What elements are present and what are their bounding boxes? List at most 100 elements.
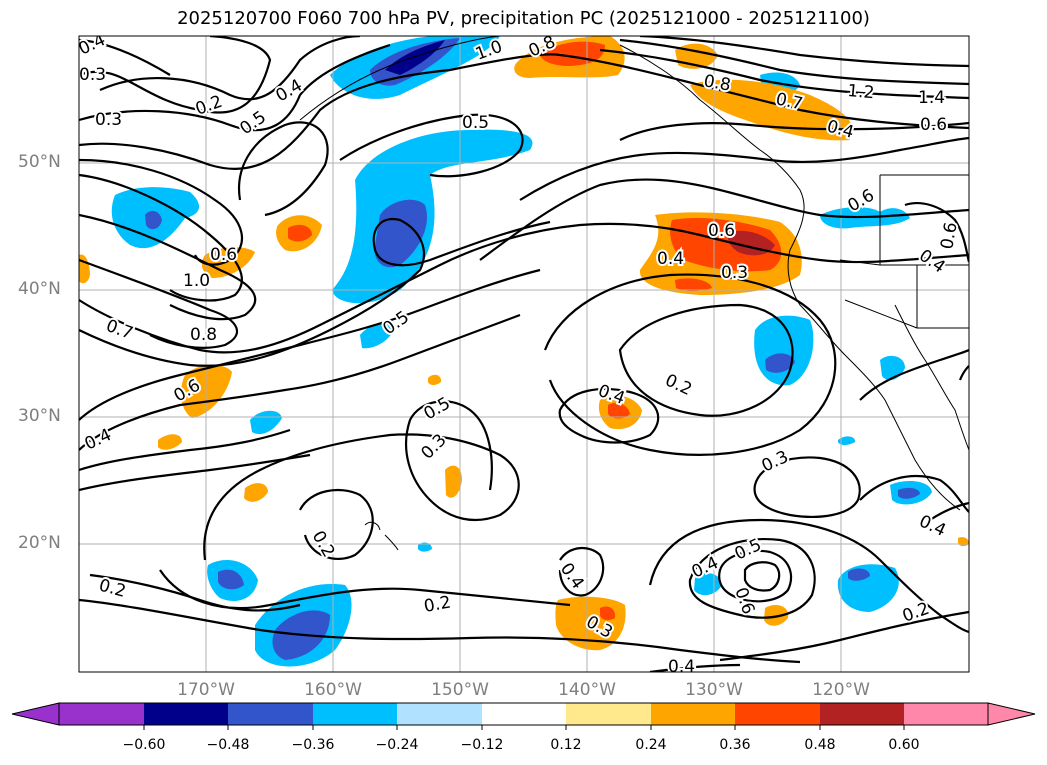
colorbar-segment [735,703,820,725]
precip-patch [385,40,445,75]
contour-label: 0.4 [668,657,695,677]
pv-contour-line [558,547,605,597]
pv-contour-line [203,400,520,561]
contour-label: 0.6 [920,115,947,135]
pv-contour-line [79,158,244,266]
pv-contour-line [753,456,861,518]
colorbar-segment [904,703,988,725]
lon-label: 120°W [812,680,870,700]
colorbar-segment [313,703,397,725]
pv-contour-line [79,213,257,321]
contour-label: 0.6 [708,221,735,241]
pv-contour-line [859,349,969,401]
lon-label: 170°W [177,680,235,700]
lon-label: 130°W [685,680,743,700]
precip-patch [158,434,182,450]
colorbar-tick-label: 0.60 [888,737,920,753]
graticule [79,36,969,672]
precip-patch [690,79,854,141]
colorbar [11,702,1036,730]
lat-label: 30°N [18,406,61,426]
map-title: 2025120700 F060 700 hPa PV, precipitatio… [177,8,870,29]
pv-contour-line [159,569,571,610]
precip-patch [288,224,312,242]
colorbar-segment [651,703,735,725]
pv-contour-line [619,38,969,86]
precip-patch [838,436,856,445]
contour-label: 0.5 [462,113,489,133]
contour-label: 0.3 [79,65,106,85]
map-frame [78,35,970,673]
colorbar-segment [144,703,228,725]
pv-contour-line [339,113,524,178]
pv-contour-line [688,538,816,619]
pv-contour-line [719,610,969,662]
contour-label: 1.4 [918,88,945,108]
precip-patch [764,605,789,626]
precip-patch [145,210,162,230]
pv-contour-line [79,53,969,170]
colorbar-tick-label: −0.24 [375,737,419,753]
pv-contour-line [543,273,837,456]
precip-patch [428,374,442,385]
precip-patch [218,569,244,590]
precip-patch [694,573,722,596]
contour-label: 0.3 [95,110,122,130]
pv-contour-line [599,48,969,100]
precip-patch [374,199,428,268]
colorbar-segment [397,703,482,725]
pv-contour-line [618,303,794,417]
colorbar-tick-label: −0.12 [460,737,504,753]
lon-label: 150°W [431,680,489,700]
pv-contour-line [79,598,801,664]
pv-contour-line [619,121,969,141]
pv-contour-line [929,501,969,521]
colorbar-tick-label: −0.48 [206,737,250,753]
pv-contour-line [238,121,329,217]
colorbar-extend-low [11,702,60,726]
colorbar-segment [59,703,144,725]
pv-contour-line [79,268,541,421]
pv-contour-line [99,36,361,101]
contour-label: 1.2 [847,81,876,103]
contour-label: 1.0 [183,271,210,291]
colorbar-segment [228,703,313,725]
contour-label: 0.6 [210,245,237,265]
pv-contour-line [558,387,660,444]
pv-contour-line [718,549,793,603]
precip-patch [608,402,630,419]
precip-patch [201,247,255,278]
precip-patch [670,218,782,272]
pv-contour-line [904,202,969,263]
pv-contour-line [79,428,291,472]
lat-label: 50°N [18,152,61,172]
colorbar-tick-label: 0.12 [550,737,582,753]
contour-label: 0.4 [657,249,684,269]
lat-label: 40°N [18,279,61,299]
colorbar-segment [820,703,904,725]
pv-contour-line [299,488,374,560]
precip-patch [848,568,870,581]
lat-label: 20°N [18,533,61,553]
pv-contour-line [79,43,391,132]
colorbar-tick-label: −0.60 [122,737,166,753]
colorbar-frame [58,702,989,726]
precip-patch [600,606,616,621]
pv-contour-line [79,173,243,302]
pv-contour-line [639,36,969,68]
pv-contour-line [743,561,781,592]
pv-contour-line [79,313,521,451]
precip-patch [765,353,795,373]
lon-label: 140°W [558,680,616,700]
pv-contour-line [649,663,741,672]
contour-label: 0.8 [702,71,732,95]
pv-contour-line [479,178,969,261]
colorbar-segment [482,703,566,725]
pv-contour-line [859,475,969,513]
precip-patch [445,465,462,498]
contour-label: 0.8 [190,325,217,345]
colorbar-tick-label: −0.36 [291,737,335,753]
pv-contour-line [79,36,272,114]
pv-contour-line [519,136,969,201]
